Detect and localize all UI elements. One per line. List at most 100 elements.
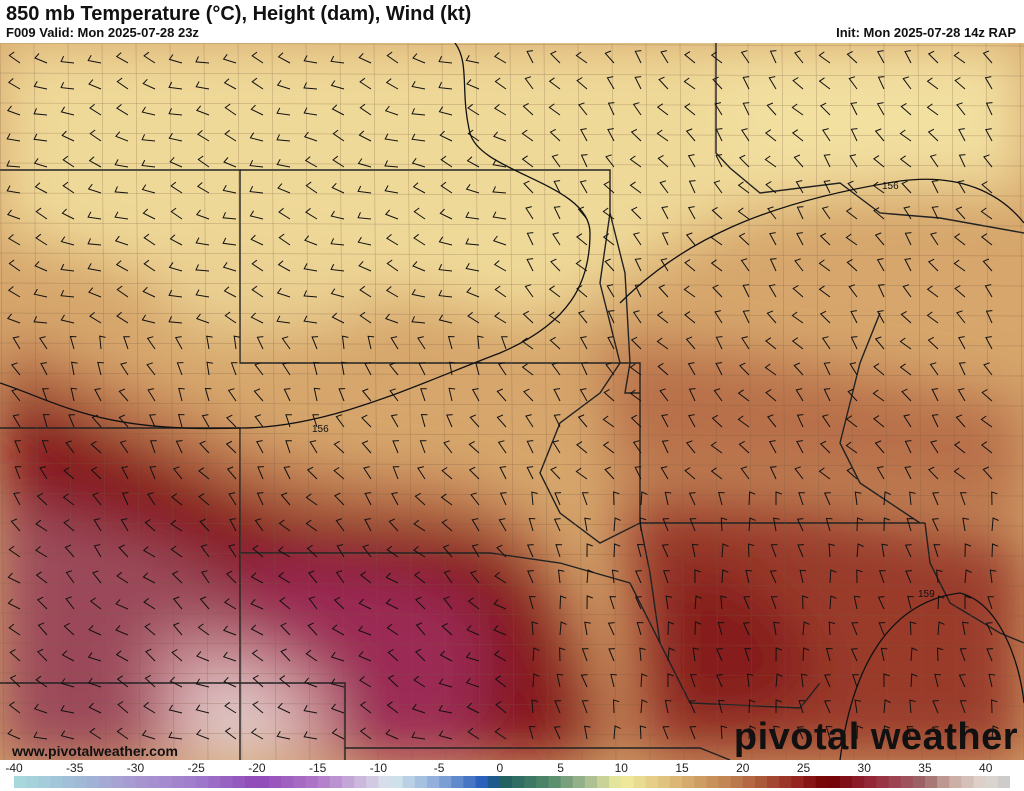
- wind-barb: [985, 102, 993, 116]
- wind-barb: [61, 208, 75, 220]
- wind-barb: [175, 440, 183, 454]
- wind-barb: [531, 699, 538, 714]
- wind-barb: [226, 466, 237, 480]
- wind-barb: [412, 261, 426, 272]
- wind-barb: [250, 572, 264, 584]
- wind-barb: [364, 362, 372, 376]
- wind-barb: [439, 130, 453, 142]
- wind-barb: [386, 51, 399, 64]
- wind-barb: [630, 206, 642, 220]
- wind-barb: [792, 285, 804, 298]
- colorbar-cell: [50, 776, 64, 788]
- county-line: [0, 162, 1024, 167]
- wind-barb: [357, 185, 372, 194]
- wind-barb: [575, 259, 588, 272]
- wind-barb: [178, 387, 185, 402]
- wind-barb: [687, 362, 696, 376]
- wind-barb: [856, 517, 864, 532]
- wind-barb: [359, 676, 372, 688]
- wind-barb: [336, 544, 345, 558]
- wind-barb: [170, 207, 183, 220]
- wind-barb: [694, 621, 702, 636]
- wind-barb: [172, 622, 183, 636]
- wind-barb: [438, 263, 453, 272]
- wind-barb: [61, 650, 75, 662]
- wind-barb: [684, 259, 696, 272]
- wind-barb: [493, 650, 507, 662]
- wind-barb: [312, 414, 319, 428]
- wind-barb: [634, 284, 642, 298]
- wind-barb: [819, 440, 831, 454]
- wind-barb: [554, 700, 562, 714]
- wind-barb: [982, 258, 993, 272]
- wind-barb: [629, 181, 642, 194]
- wind-barb: [447, 335, 455, 350]
- wind-barb: [228, 492, 237, 506]
- wind-barb: [387, 648, 399, 662]
- wind-barb: [89, 727, 102, 740]
- wind-barb: [471, 518, 480, 532]
- wind-barb: [765, 337, 777, 350]
- wind-barb: [330, 210, 345, 220]
- colorbar-tick-label: -10: [369, 761, 388, 775]
- wind-barb: [229, 518, 237, 532]
- wind-barb: [87, 183, 102, 194]
- wind-barb: [818, 77, 831, 90]
- colorbar-cell: [402, 776, 416, 788]
- wind-barb: [710, 441, 723, 454]
- wind-barb: [687, 206, 696, 220]
- wind-barb: [116, 311, 129, 324]
- wind-barb: [87, 677, 102, 688]
- wind-barb: [907, 595, 914, 610]
- wind-barb: [685, 336, 696, 350]
- wind-barb: [195, 264, 210, 272]
- wind-barb: [60, 81, 75, 90]
- wind-barb: [494, 312, 507, 324]
- wind-barb: [34, 182, 48, 194]
- wind-barb: [850, 128, 858, 142]
- wind-barb: [819, 232, 831, 246]
- wind-barb: [144, 623, 156, 636]
- wind-barb: [962, 517, 969, 532]
- wind-barb: [279, 597, 291, 610]
- wind-barb: [7, 572, 21, 584]
- wind-barb: [580, 128, 588, 142]
- wind-barb: [333, 596, 345, 610]
- wind-barb: [250, 599, 264, 610]
- wind-barb: [443, 440, 453, 454]
- wind-barb: [602, 233, 615, 246]
- wind-barb: [981, 389, 993, 402]
- wind-barb: [958, 336, 966, 350]
- wind-barb: [10, 518, 21, 532]
- wind-barb: [576, 77, 588, 90]
- wind-barb: [684, 103, 696, 116]
- colorbar-cell: [682, 776, 695, 788]
- wind-barb: [850, 310, 858, 324]
- wind-barb: [330, 55, 345, 64]
- wind-barb: [714, 310, 723, 324]
- wind-barb: [876, 466, 885, 480]
- wind-barb: [33, 158, 48, 168]
- wind-barb: [577, 414, 588, 428]
- wind-barb: [768, 284, 777, 298]
- wind-barb: [526, 440, 534, 454]
- weather-map[interactable]: 156 156 159: [0, 43, 1024, 760]
- colorbar-cell: [147, 776, 161, 788]
- wind-barb: [224, 701, 237, 714]
- wind-barb: [818, 51, 831, 64]
- wind-barb: [872, 181, 885, 194]
- wind-barb: [629, 155, 642, 168]
- wind-barb: [856, 725, 864, 740]
- wind-barb: [359, 311, 372, 324]
- colorbar-cell: [888, 776, 902, 788]
- wind-barb: [384, 313, 399, 324]
- wind-barb: [6, 209, 21, 220]
- wind-barb: [775, 491, 782, 505]
- wind-barb: [143, 597, 156, 610]
- wind-barb: [89, 129, 102, 142]
- wind-barb: [576, 233, 588, 246]
- wind-barb: [223, 598, 237, 610]
- wind-barb: [953, 467, 966, 480]
- wind-barb: [6, 105, 21, 116]
- colorbar-cell: [208, 776, 221, 788]
